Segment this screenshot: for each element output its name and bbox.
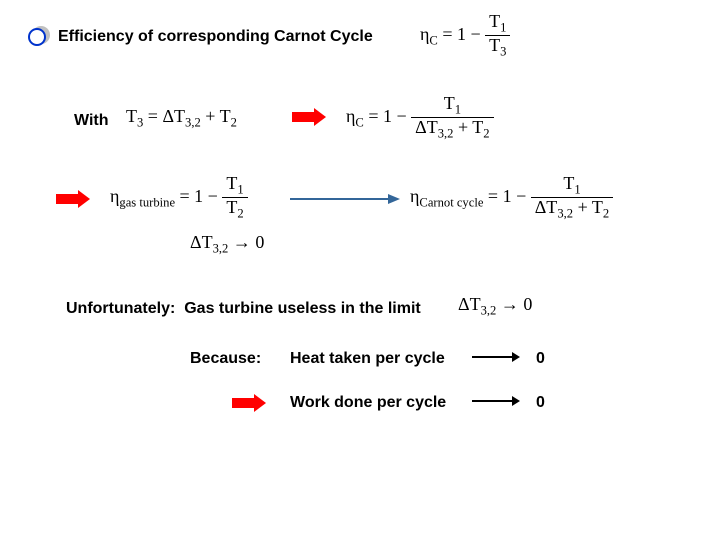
- equation-eta-c-1: ηC = 1 − T1T3: [420, 12, 510, 60]
- thin-arrow-icon: [472, 396, 520, 406]
- equation-delta-to-zero-2: ΔT3,2 → 0: [458, 294, 532, 319]
- arrow-red-icon: [292, 108, 326, 126]
- equation-t3: T3 = ΔT3,2 + T2: [126, 106, 237, 131]
- equation-eta-c-2: ηC = 1 − T1ΔT3,2 + T2: [346, 94, 494, 142]
- arrow-red-icon: [232, 394, 266, 412]
- equation-delta-to-zero-1: ΔT3,2 → 0: [190, 232, 264, 257]
- value-zero-2: 0: [536, 394, 545, 412]
- equation-gas-turbine: ηgas turbine = 1 − T1T2: [110, 174, 248, 222]
- text-unfortunately: Unfortunately: Gas turbine useless in th…: [66, 300, 421, 318]
- thin-arrow-icon: [472, 352, 520, 362]
- value-zero-1: 0: [536, 350, 545, 368]
- long-arrow-icon: [290, 192, 400, 206]
- label-because: Because:: [190, 350, 261, 368]
- text-heat-taken: Heat taken per cycle: [290, 350, 445, 368]
- arrow-red-icon: [56, 190, 90, 208]
- text-work-done: Work done per cycle: [290, 394, 446, 412]
- label-with: With: [74, 112, 109, 130]
- heading-efficiency: Efficiency of corresponding Carnot Cycle: [58, 28, 373, 46]
- equation-carnot-cycle: ηCarnot cycle = 1 − T1ΔT3,2 + T2: [410, 174, 613, 222]
